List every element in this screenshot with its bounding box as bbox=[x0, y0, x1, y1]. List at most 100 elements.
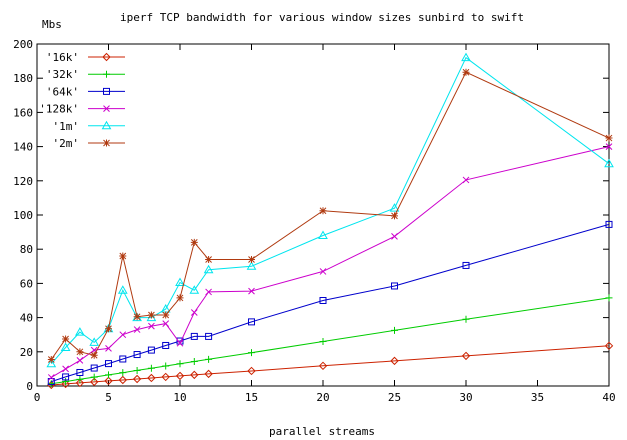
data-point bbox=[76, 356, 84, 364]
data-point bbox=[62, 373, 70, 381]
data-point bbox=[205, 288, 212, 296]
y-tick-label: 120 bbox=[13, 175, 33, 188]
data-point bbox=[461, 52, 471, 62]
data-point bbox=[162, 311, 170, 319]
legend-label: '32k' bbox=[46, 68, 79, 81]
data-point bbox=[117, 285, 128, 294]
data-point bbox=[462, 176, 470, 184]
data-point bbox=[119, 355, 127, 363]
data-point bbox=[462, 68, 470, 76]
data-point bbox=[604, 158, 614, 168]
data-point bbox=[318, 230, 328, 240]
data-point bbox=[248, 255, 255, 263]
series-5 bbox=[47, 68, 613, 363]
data-point bbox=[247, 366, 256, 376]
series-3 bbox=[47, 143, 613, 381]
y-tick-label: 180 bbox=[13, 72, 33, 85]
data-point bbox=[47, 374, 55, 381]
y-tick-label: 60 bbox=[20, 277, 33, 290]
series-2 bbox=[47, 220, 613, 386]
data-point bbox=[204, 369, 213, 379]
series-line bbox=[50, 56, 610, 365]
data-point bbox=[176, 294, 184, 302]
data-point bbox=[319, 297, 327, 304]
data-point bbox=[391, 282, 398, 290]
data-point bbox=[190, 332, 198, 340]
data-point bbox=[389, 203, 400, 212]
data-point bbox=[119, 331, 127, 339]
data-point bbox=[319, 207, 327, 215]
data-point bbox=[176, 339, 184, 347]
x-tick-label: 20 bbox=[316, 391, 329, 404]
x-tick-label: 10 bbox=[173, 391, 186, 404]
data-point bbox=[205, 355, 213, 363]
legend-marker bbox=[102, 52, 111, 62]
data-point bbox=[604, 341, 614, 351]
x-tick-label: 0 bbox=[34, 391, 41, 404]
data-point bbox=[147, 373, 156, 383]
legend-marker bbox=[103, 87, 110, 95]
data-point bbox=[89, 377, 99, 387]
data-point bbox=[89, 337, 100, 346]
legend: '16k' '32k' '64k' '128k' '1m' '2m' bbox=[39, 51, 125, 150]
data-point bbox=[162, 362, 170, 370]
data-point bbox=[462, 315, 470, 323]
data-point bbox=[104, 376, 113, 386]
data-point bbox=[190, 309, 198, 316]
data-point bbox=[390, 356, 399, 366]
data-point bbox=[205, 332, 213, 340]
data-point bbox=[133, 313, 141, 321]
series-line bbox=[51, 345, 610, 386]
y-tick-label: 100 bbox=[13, 209, 33, 222]
data-point bbox=[105, 325, 112, 333]
data-point bbox=[190, 358, 198, 366]
data-point bbox=[62, 335, 70, 343]
data-point bbox=[147, 364, 155, 372]
data-point bbox=[132, 374, 142, 384]
data-point bbox=[246, 261, 257, 270]
data-point bbox=[47, 378, 55, 386]
data-point bbox=[90, 364, 98, 372]
data-point bbox=[90, 373, 98, 381]
data-point bbox=[105, 360, 112, 368]
data-point bbox=[161, 372, 170, 382]
data-point bbox=[189, 285, 200, 294]
data-point bbox=[248, 318, 255, 326]
y-tick-label: 80 bbox=[20, 243, 33, 256]
data-point bbox=[61, 379, 70, 389]
series-layer bbox=[46, 52, 614, 390]
data-point bbox=[319, 268, 327, 275]
data-point bbox=[190, 238, 198, 246]
data-point bbox=[175, 371, 185, 381]
data-point bbox=[76, 348, 84, 356]
data-point bbox=[462, 261, 470, 269]
x-tick-label: 40 bbox=[602, 391, 615, 404]
data-point bbox=[175, 277, 185, 287]
data-point bbox=[119, 369, 127, 377]
data-point bbox=[75, 378, 85, 388]
y-tick-label: 140 bbox=[13, 141, 33, 154]
y-tick-label: 40 bbox=[20, 312, 33, 325]
legend-label: '2m' bbox=[53, 137, 80, 150]
axis-ticks: 0 20 40 60 80 100 120 140 160 180 200 0 5 10 15 20 25 30 3… bbox=[13, 38, 616, 404]
x-tick-label: 5 bbox=[105, 391, 112, 404]
data-point bbox=[248, 287, 255, 295]
legend-label: '128k' bbox=[39, 103, 79, 116]
data-point bbox=[147, 346, 155, 354]
data-point bbox=[75, 327, 85, 336]
data-point bbox=[60, 342, 71, 352]
data-point bbox=[391, 326, 398, 334]
x-tick-label: 25 bbox=[388, 391, 401, 404]
y-tick-label: 200 bbox=[13, 38, 33, 51]
data-point bbox=[319, 338, 327, 346]
data-point bbox=[90, 351, 98, 359]
data-point bbox=[203, 264, 214, 274]
legend-marker bbox=[103, 105, 110, 112]
series-line bbox=[51, 223, 610, 383]
legend-label: '16k' bbox=[46, 51, 79, 64]
data-point bbox=[391, 212, 398, 220]
y-tick-label: 160 bbox=[13, 106, 33, 119]
data-point bbox=[118, 375, 128, 385]
data-point bbox=[105, 345, 112, 352]
